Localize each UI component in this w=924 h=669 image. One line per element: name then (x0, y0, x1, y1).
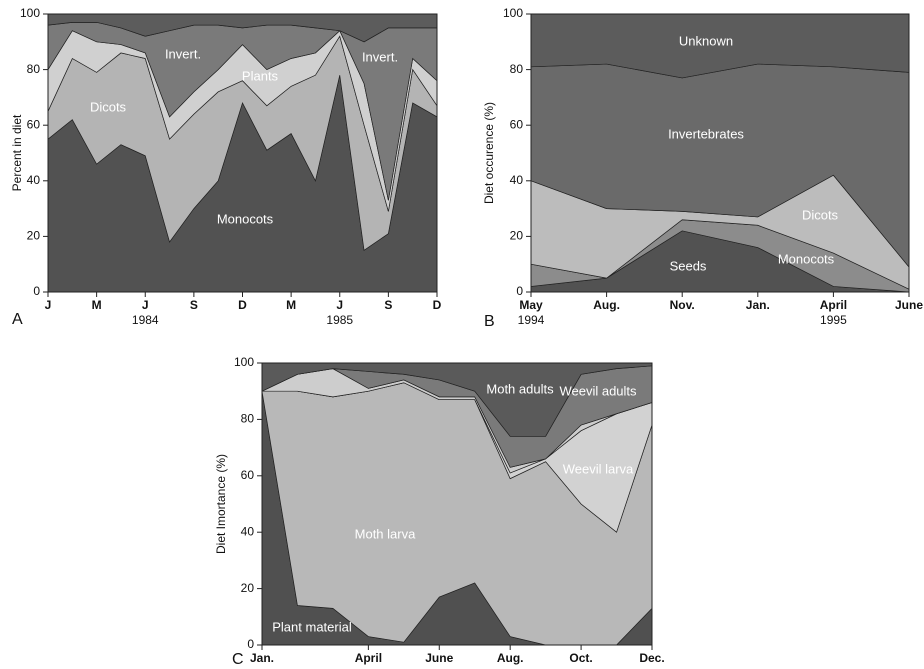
plot-frame (530, 13, 910, 293)
x-tick-label: S (190, 298, 198, 312)
x-tick-label: M (92, 298, 102, 312)
y-tick-label: 60 (510, 117, 524, 131)
y-tick-label: 100 (234, 355, 254, 369)
x-tick-label: D (433, 298, 442, 312)
x-tick-label: M (286, 298, 296, 312)
x-tick-label: J (45, 298, 52, 312)
y-tick-label: 0 (247, 637, 254, 651)
y-tick-label: 80 (510, 62, 524, 76)
area-label: Dicots (90, 99, 127, 114)
x-tick-label: April (820, 298, 847, 312)
y-axis-label: Diet occurence (%) (482, 102, 496, 204)
y-tick-label: 100 (503, 6, 523, 20)
x-tick-label: Aug. (497, 651, 524, 665)
area-label: Weevil adults (559, 383, 637, 398)
x-tick-label: J (142, 298, 149, 312)
x-tick-label: June (895, 298, 923, 312)
y-tick-label: 60 (241, 468, 255, 482)
area-label: Invert. (165, 46, 201, 61)
y-tick-label: 40 (510, 173, 524, 187)
area-label: Moth adults (486, 381, 554, 396)
year-label: 1994 (518, 313, 545, 327)
chart: Seeds Monocots Dicots Invertebrates Unknown 0… (482, 6, 923, 330)
x-tick-label: Jan. (746, 298, 770, 312)
chart: Monocots Dicots Plants Invert. Invert. 0 20 40 6… (10, 6, 441, 328)
area-label: Moth larva (355, 526, 416, 541)
x-tick-label: Oct. (569, 651, 592, 665)
area-label: Seeds (670, 258, 707, 273)
area-label: Plants (242, 68, 279, 83)
panel-letter: B (484, 313, 495, 330)
area-label: Plant material (272, 619, 352, 634)
y-tick-label: 40 (241, 524, 255, 538)
x-tick-label: Nov. (670, 298, 695, 312)
y-tick-label: 60 (27, 117, 41, 131)
area-label: Dicots (802, 207, 839, 222)
chart: Plant material Moth larva Weevil larva Weev… (214, 355, 665, 668)
year-label: 1985 (326, 313, 353, 327)
y-tick-label: 20 (241, 581, 255, 595)
panel-letter: A (12, 311, 23, 328)
x-tick-label: S (384, 298, 392, 312)
area-label: Monocots (778, 251, 835, 266)
y-tick-label: 20 (27, 229, 41, 243)
y-tick-label: 20 (510, 229, 524, 243)
y-tick-label: 80 (27, 62, 41, 76)
x-tick-label: May (519, 298, 543, 312)
y-tick-label: 0 (33, 284, 40, 298)
year-label: 1995 (820, 313, 847, 327)
x-tick-label: Aug. (593, 298, 620, 312)
plot-frame (261, 362, 653, 646)
area-label: Weevil larva (563, 461, 634, 476)
x-tick-label: Dec. (639, 651, 664, 665)
area-label: Monocots (217, 211, 274, 226)
annotation: Invert. (362, 49, 398, 64)
y-tick-label: 100 (20, 6, 40, 20)
x-tick-label: Jan. (250, 651, 274, 665)
area-label: Unknown (679, 33, 733, 48)
area-label: Invertebrates (668, 126, 744, 141)
y-tick-label: 80 (241, 412, 255, 426)
y-axis-label: Diet Imortance (%) (214, 454, 228, 554)
year-label: 1984 (132, 313, 159, 327)
x-tick-label: April (355, 651, 382, 665)
x-tick-label: D (238, 298, 247, 312)
y-tick-label: 0 (516, 284, 523, 298)
y-tick-label: 40 (27, 173, 41, 187)
x-tick-label: June (425, 651, 453, 665)
x-tick-label: J (336, 298, 343, 312)
panel-letter: C (232, 651, 244, 668)
y-axis-label: Percent in diet (10, 114, 24, 191)
